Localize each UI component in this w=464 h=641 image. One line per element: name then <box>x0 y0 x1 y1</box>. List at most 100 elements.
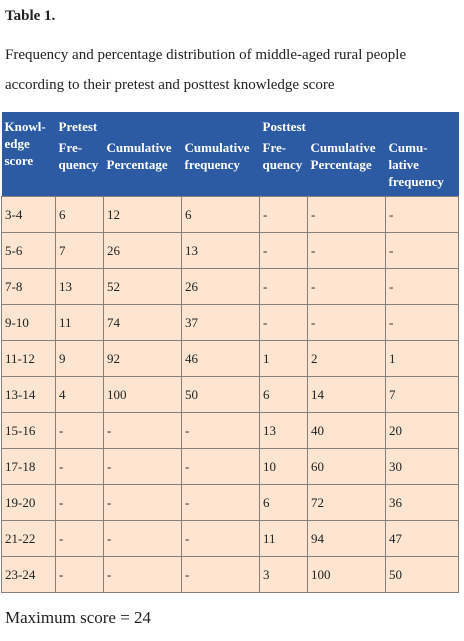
table-cell: 50 <box>385 556 460 593</box>
table-row: 9-10 11 74 37- - - <box>1 304 460 341</box>
header-row: Fre-quency Cumulative Percentage Cumulativ… <box>2 137 459 197</box>
table-cell: 13 <box>180 232 261 269</box>
table-cell: 7 <box>55 232 104 269</box>
table-cell: 6 <box>259 484 309 521</box>
table-cell: 3-4 <box>1 196 56 233</box>
header-cell: Cumulative Percentage <box>103 137 182 197</box>
table-cell: - <box>55 412 104 449</box>
table-cell: - <box>180 556 261 593</box>
table-cell: - <box>385 196 460 233</box>
table-cell: 26 <box>103 232 182 269</box>
table-cell: 7-8 <box>1 268 56 305</box>
table-cell: 36 <box>385 484 460 521</box>
header-cell: Cumu-lative frequency <box>385 137 459 197</box>
table-cell: 23-24 <box>1 556 56 593</box>
table-cell: - <box>259 304 309 341</box>
table-cell: - <box>55 520 104 557</box>
table-title: Table 1. <box>5 8 56 24</box>
table-cell: 47 <box>385 520 460 557</box>
table-row: 19-20- - -6 72 36 <box>1 484 460 521</box>
table-cell: 9 <box>55 340 104 377</box>
table-cell: 6 <box>55 196 104 233</box>
table-cell: 94 <box>307 520 387 557</box>
table-cell: 12 <box>103 196 182 233</box>
table-cell: 13-14 <box>1 376 56 413</box>
table-cell: 1 <box>259 340 309 377</box>
table-cell: 2 <box>307 340 387 377</box>
table-cell: 46 <box>180 340 261 377</box>
footnote: Maximum score = 24 <box>5 608 152 627</box>
header-cell: Posttest <box>259 112 459 137</box>
table-cell: 11-12 <box>1 340 56 377</box>
table-cell: - <box>103 556 182 593</box>
table-cell: - <box>103 448 182 485</box>
table-cell: 50 <box>180 376 261 413</box>
table-cell: 6 <box>259 376 309 413</box>
table-cell: 13 <box>55 268 104 305</box>
table-row: 15-16- - -13 40 20 <box>1 412 460 449</box>
table-cell: - <box>180 412 261 449</box>
table-cell: 3 <box>259 556 309 593</box>
table-cell: 10 <box>259 448 309 485</box>
table-cell: - <box>180 520 261 557</box>
table-cell: 40 <box>307 412 387 449</box>
table-row: 5-6 7 26 13- - - <box>1 232 460 269</box>
table-cell: - <box>385 268 460 305</box>
table-cell: 15-16 <box>1 412 56 449</box>
table-caption: Frequency and percentage distribution of… <box>5 47 407 93</box>
table-cell: 7 <box>385 376 460 413</box>
table-cell: - <box>180 484 261 521</box>
table-cell: - <box>103 520 182 557</box>
table-cell: - <box>55 556 104 593</box>
table-header: Knowl-edge score Pretest Posttest Fre-qu… <box>1 112 459 197</box>
table-cell: 6 <box>180 196 261 233</box>
table-cell: 9-10 <box>1 304 56 341</box>
table-cell: - <box>259 268 309 305</box>
table-cell: 17-18 <box>1 448 56 485</box>
table-cell: 52 <box>103 268 182 305</box>
table-row: 23-24- - -3 100 50 <box>1 556 460 593</box>
table-cell: 37 <box>180 304 261 341</box>
table-row: 7-8 13 52 26- - - <box>1 268 460 305</box>
table-cell: 14 <box>307 376 387 413</box>
header-cell: Knowl-edge score <box>1 112 56 197</box>
table-row: 13-14 4 100 50 6 14 7 <box>1 376 460 413</box>
table-cell: 30 <box>385 448 460 485</box>
table-cell: 19-20 <box>1 484 56 521</box>
table-cell: - <box>307 232 387 269</box>
table-cell: 20 <box>385 412 460 449</box>
header-row: Knowl-edge score Pretest Posttest <box>1 112 459 197</box>
table-cell: 92 <box>103 340 182 377</box>
table-cell: 21-22 <box>1 520 56 557</box>
table-cell: - <box>103 412 182 449</box>
header-cell: Cumulative frequency <box>181 137 260 197</box>
table-row: 21-22- - -11 94 47 <box>1 520 460 557</box>
table-cell: - <box>180 448 261 485</box>
header-cell: Cumulative Percentage <box>307 137 386 197</box>
table-cell: - <box>307 196 387 233</box>
table-cell: 4 <box>55 376 104 413</box>
table-cell: 11 <box>55 304 104 341</box>
table-cell: 74 <box>103 304 182 341</box>
table-cell: - <box>55 448 104 485</box>
table-cell: - <box>385 304 460 341</box>
data-table: Knowl-edge score Pretest Posttest Fre-qu… <box>1 112 460 593</box>
table-row: 11-12 9 92 46 1 2 1 <box>1 340 460 377</box>
table-cell: - <box>55 484 104 521</box>
table-cell: 5-6 <box>1 232 56 269</box>
table-cell: 11 <box>259 520 309 557</box>
table-body: 3-4 6 12 6- - -5-6 7 26 13- - -7-8 13 52 26- - -9-10 11 7… <box>1 196 460 593</box>
table-cell: - <box>307 304 387 341</box>
header-cell: Pretest <box>55 112 260 137</box>
table-cell: 26 <box>180 268 261 305</box>
table-cell: 13 <box>259 412 309 449</box>
table-cell: 60 <box>307 448 387 485</box>
table-cell: 100 <box>307 556 387 593</box>
table-cell: - <box>385 232 460 269</box>
table-cell: 72 <box>307 484 387 521</box>
table-cell: - <box>307 268 387 305</box>
table-cell: 100 <box>103 376 182 413</box>
table-cell: 1 <box>385 340 460 377</box>
table-row: 17-18- - -10 60 30 <box>1 448 460 485</box>
